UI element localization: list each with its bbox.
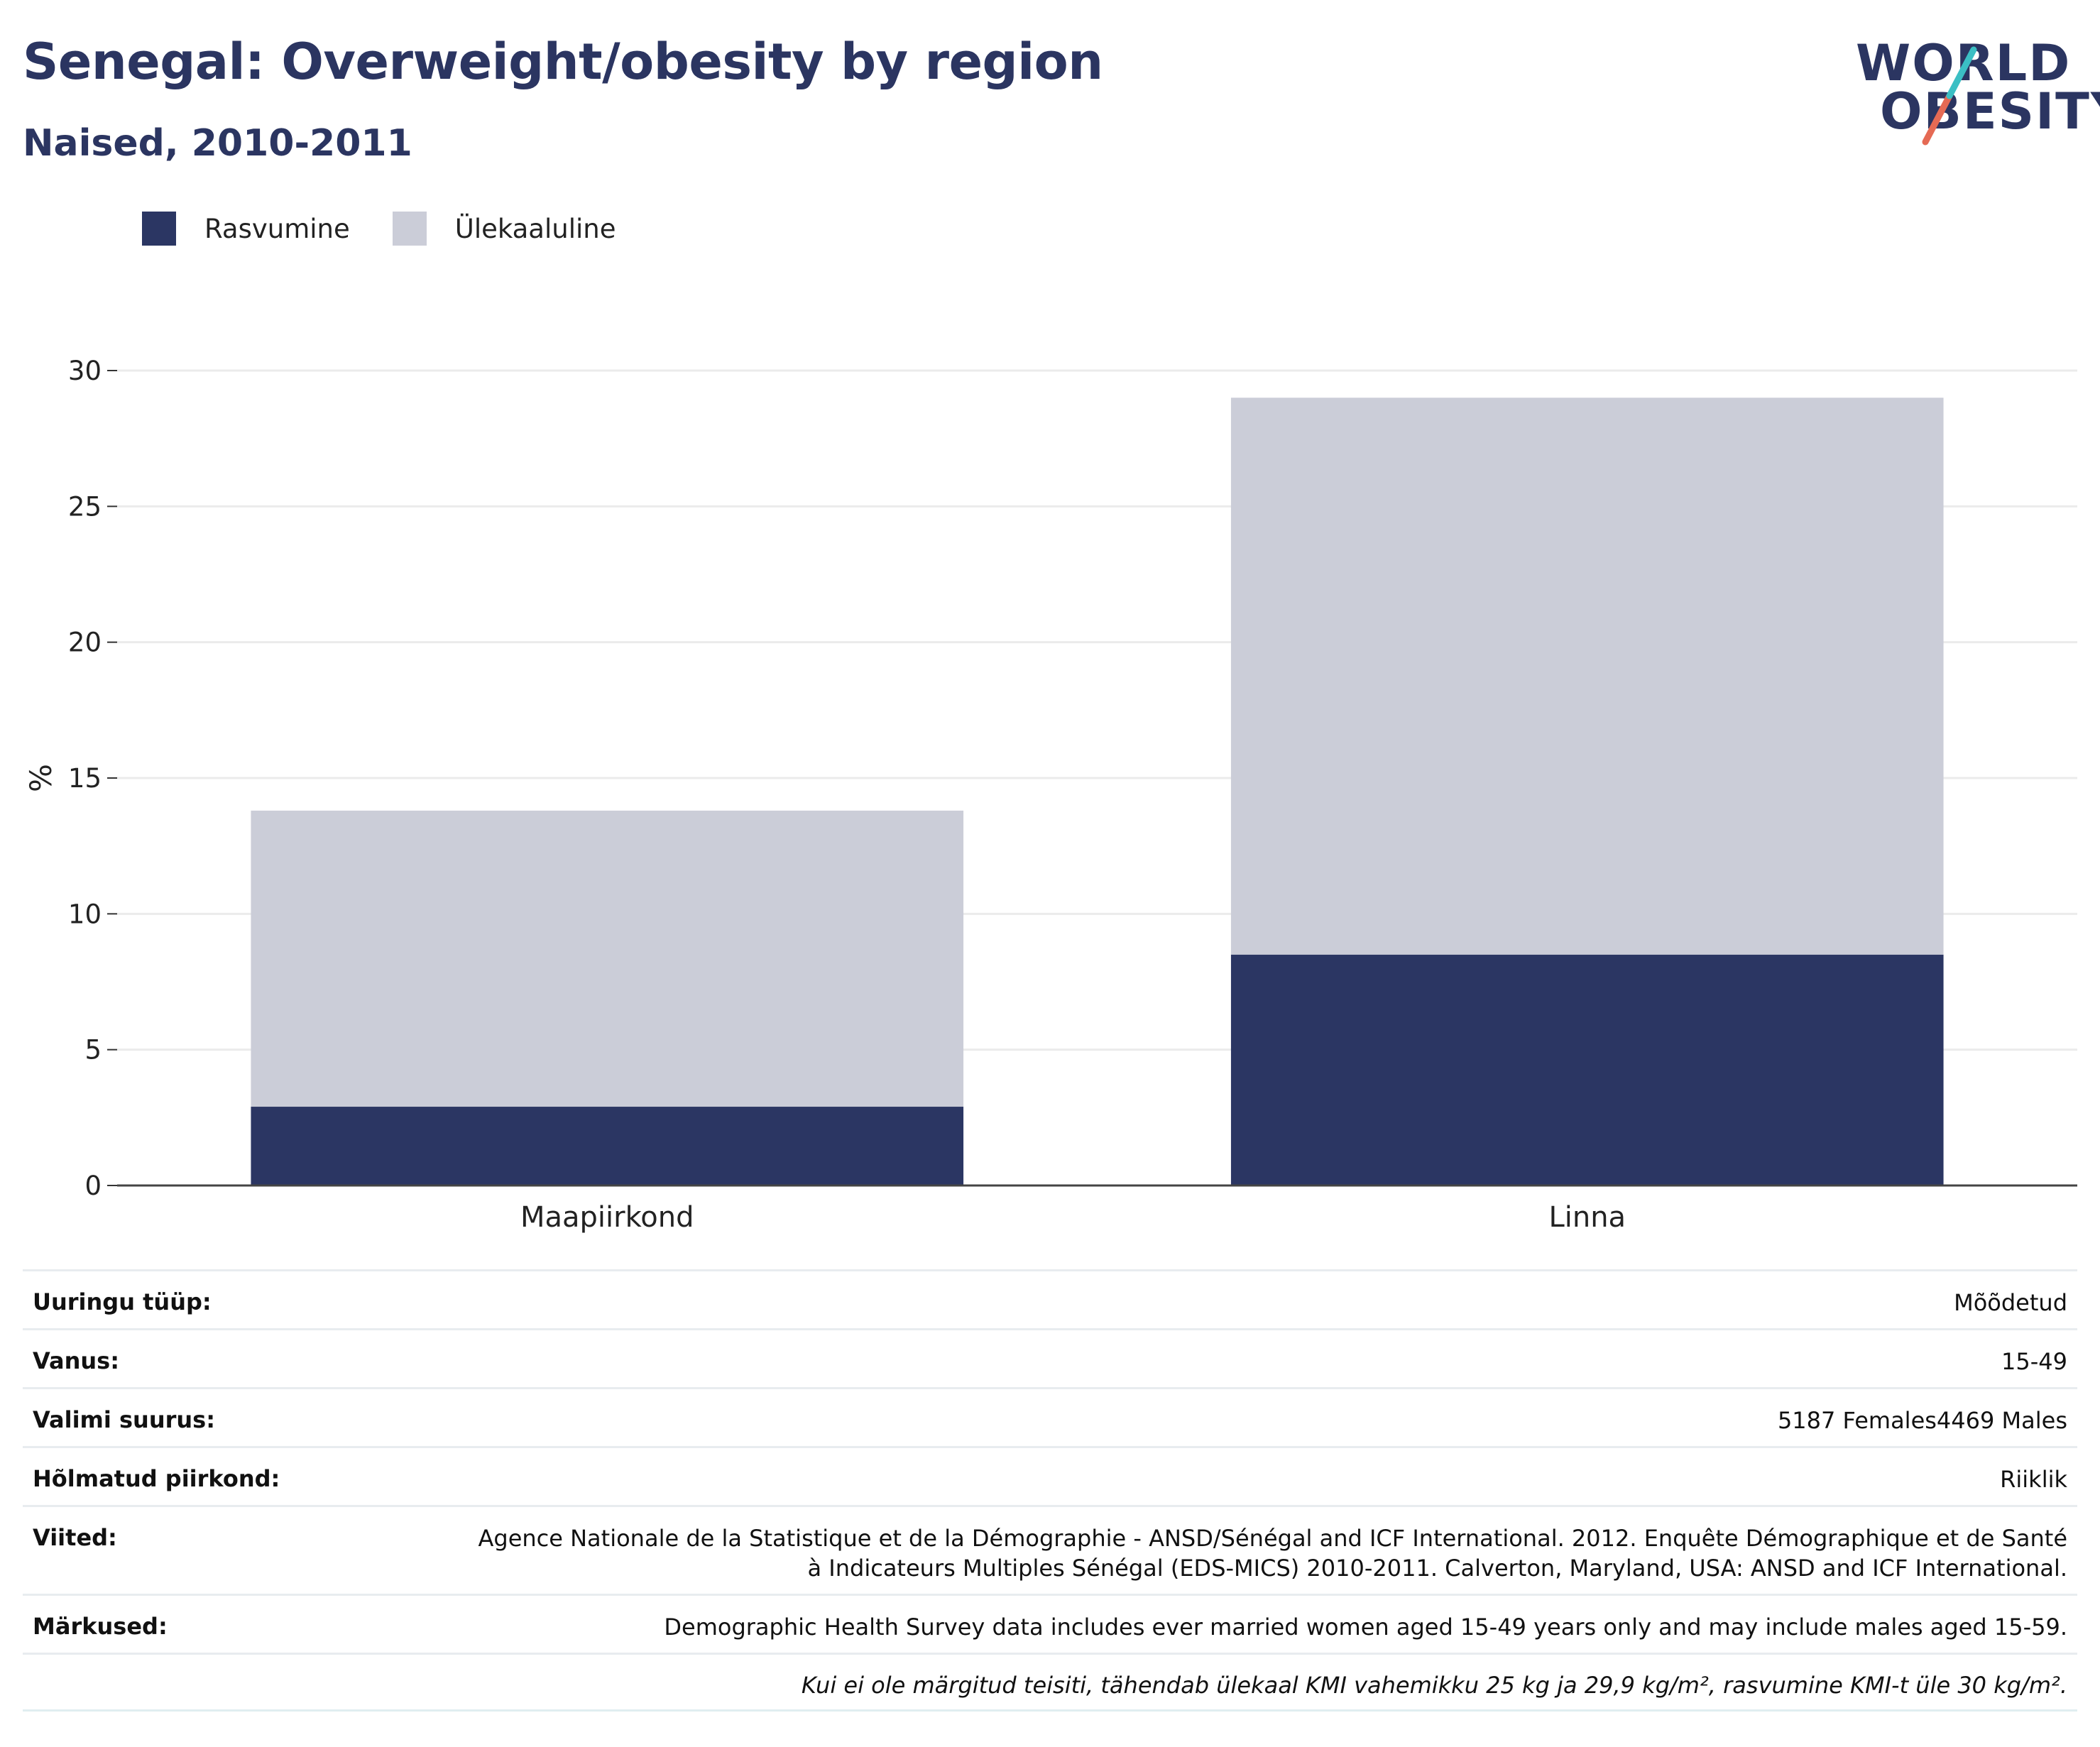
legend-label-overweight: Ülekaaluline [454,213,616,244]
legend-item-obesity: Rasvumine [142,212,350,246]
bar-chart: 0 5 10 15 20 25 30% Maapiirkond Linna [23,356,2077,1234]
world-obesity-logo: WORLD OBESITY [1846,28,2100,153]
y-axis-label: % [23,764,58,792]
meta-row-age: Vanus: 15-49 [23,1328,2077,1387]
meta-key: Märkused: [33,1613,168,1640]
chart-title: Senegal: Overweight/obesity by region [23,33,1103,91]
bar-obesity-1 [1230,954,1944,1185]
legend-item-overweight: Ülekaaluline [392,212,616,246]
y-tick-label: 0 [84,1171,102,1201]
y-tick-label: 15 [68,763,102,794]
meta-value: Riiklik [2000,1466,2067,1493]
bar-obesity-0 [251,1107,964,1185]
bar-overweight-0 [251,810,964,1107]
logo-line2: OBESITY [1880,82,2100,141]
meta-key: Vanus: [33,1347,120,1374]
meta-value: Mõõdetud [1954,1289,2067,1316]
x-tick-label: Maapiirkond [520,1201,694,1234]
meta-row-references: Viited: Agence Nationale de la Statistiq… [23,1505,2077,1594]
meta-value: Agence Nationale de la Statistique et de… [478,1525,2067,1582]
meta-key: Valimi suurus: [33,1406,216,1433]
meta-key: Hõlmatud piirkond: [33,1465,280,1492]
legend-label-obesity: Rasvumine [204,213,350,244]
meta-row-notes: Märkused: Demographic Health Survey data… [23,1594,2077,1653]
legend-swatch-overweight [392,212,427,246]
y-tick-label: 20 [68,628,102,658]
meta-value: Demographic Health Survey data includes … [664,1614,2067,1641]
meta-key: Uuringu tüüp: [33,1288,212,1315]
y-tick-label: 30 [68,356,102,386]
x-tick-label: Linna [1548,1201,1626,1234]
meta-row-sample-size: Valimi suurus: 5187 Females4469 Males [23,1387,2077,1446]
meta-row-definition-note: Kui ei ole märgitud teisiti, tähendab ül… [23,1653,2077,1712]
y-tick-label: 10 [68,899,102,929]
metadata-table: Uuringu tüüp: Mõõdetud Vanus: 15-49 Vali… [23,1269,2077,1712]
logo-slash-icon [1922,46,1977,146]
definition-note: Kui ei ole märgitud teisiti, tähendab ül… [801,1672,2067,1699]
meta-value: 15-49 [2001,1348,2067,1375]
chart-subtitle: Naised, 2010-2011 [23,122,412,165]
meta-row-survey-type: Uuringu tüüp: Mõõdetud [23,1269,2077,1328]
y-tick-label: 25 [68,491,102,522]
legend-swatch-obesity [142,212,176,246]
chart-legend: Rasvumine Ülekaaluline [142,210,659,247]
meta-value: 5187 Females4469 Males [1777,1407,2067,1434]
y-tick-label: 5 [84,1035,102,1066]
logo-line1: WORLD [1856,38,2071,88]
meta-row-area-covered: Hõlmatud piirkond: Riiklik [23,1446,2077,1505]
meta-key: Viited: [33,1524,117,1551]
bar-overweight-1 [1230,398,1944,955]
